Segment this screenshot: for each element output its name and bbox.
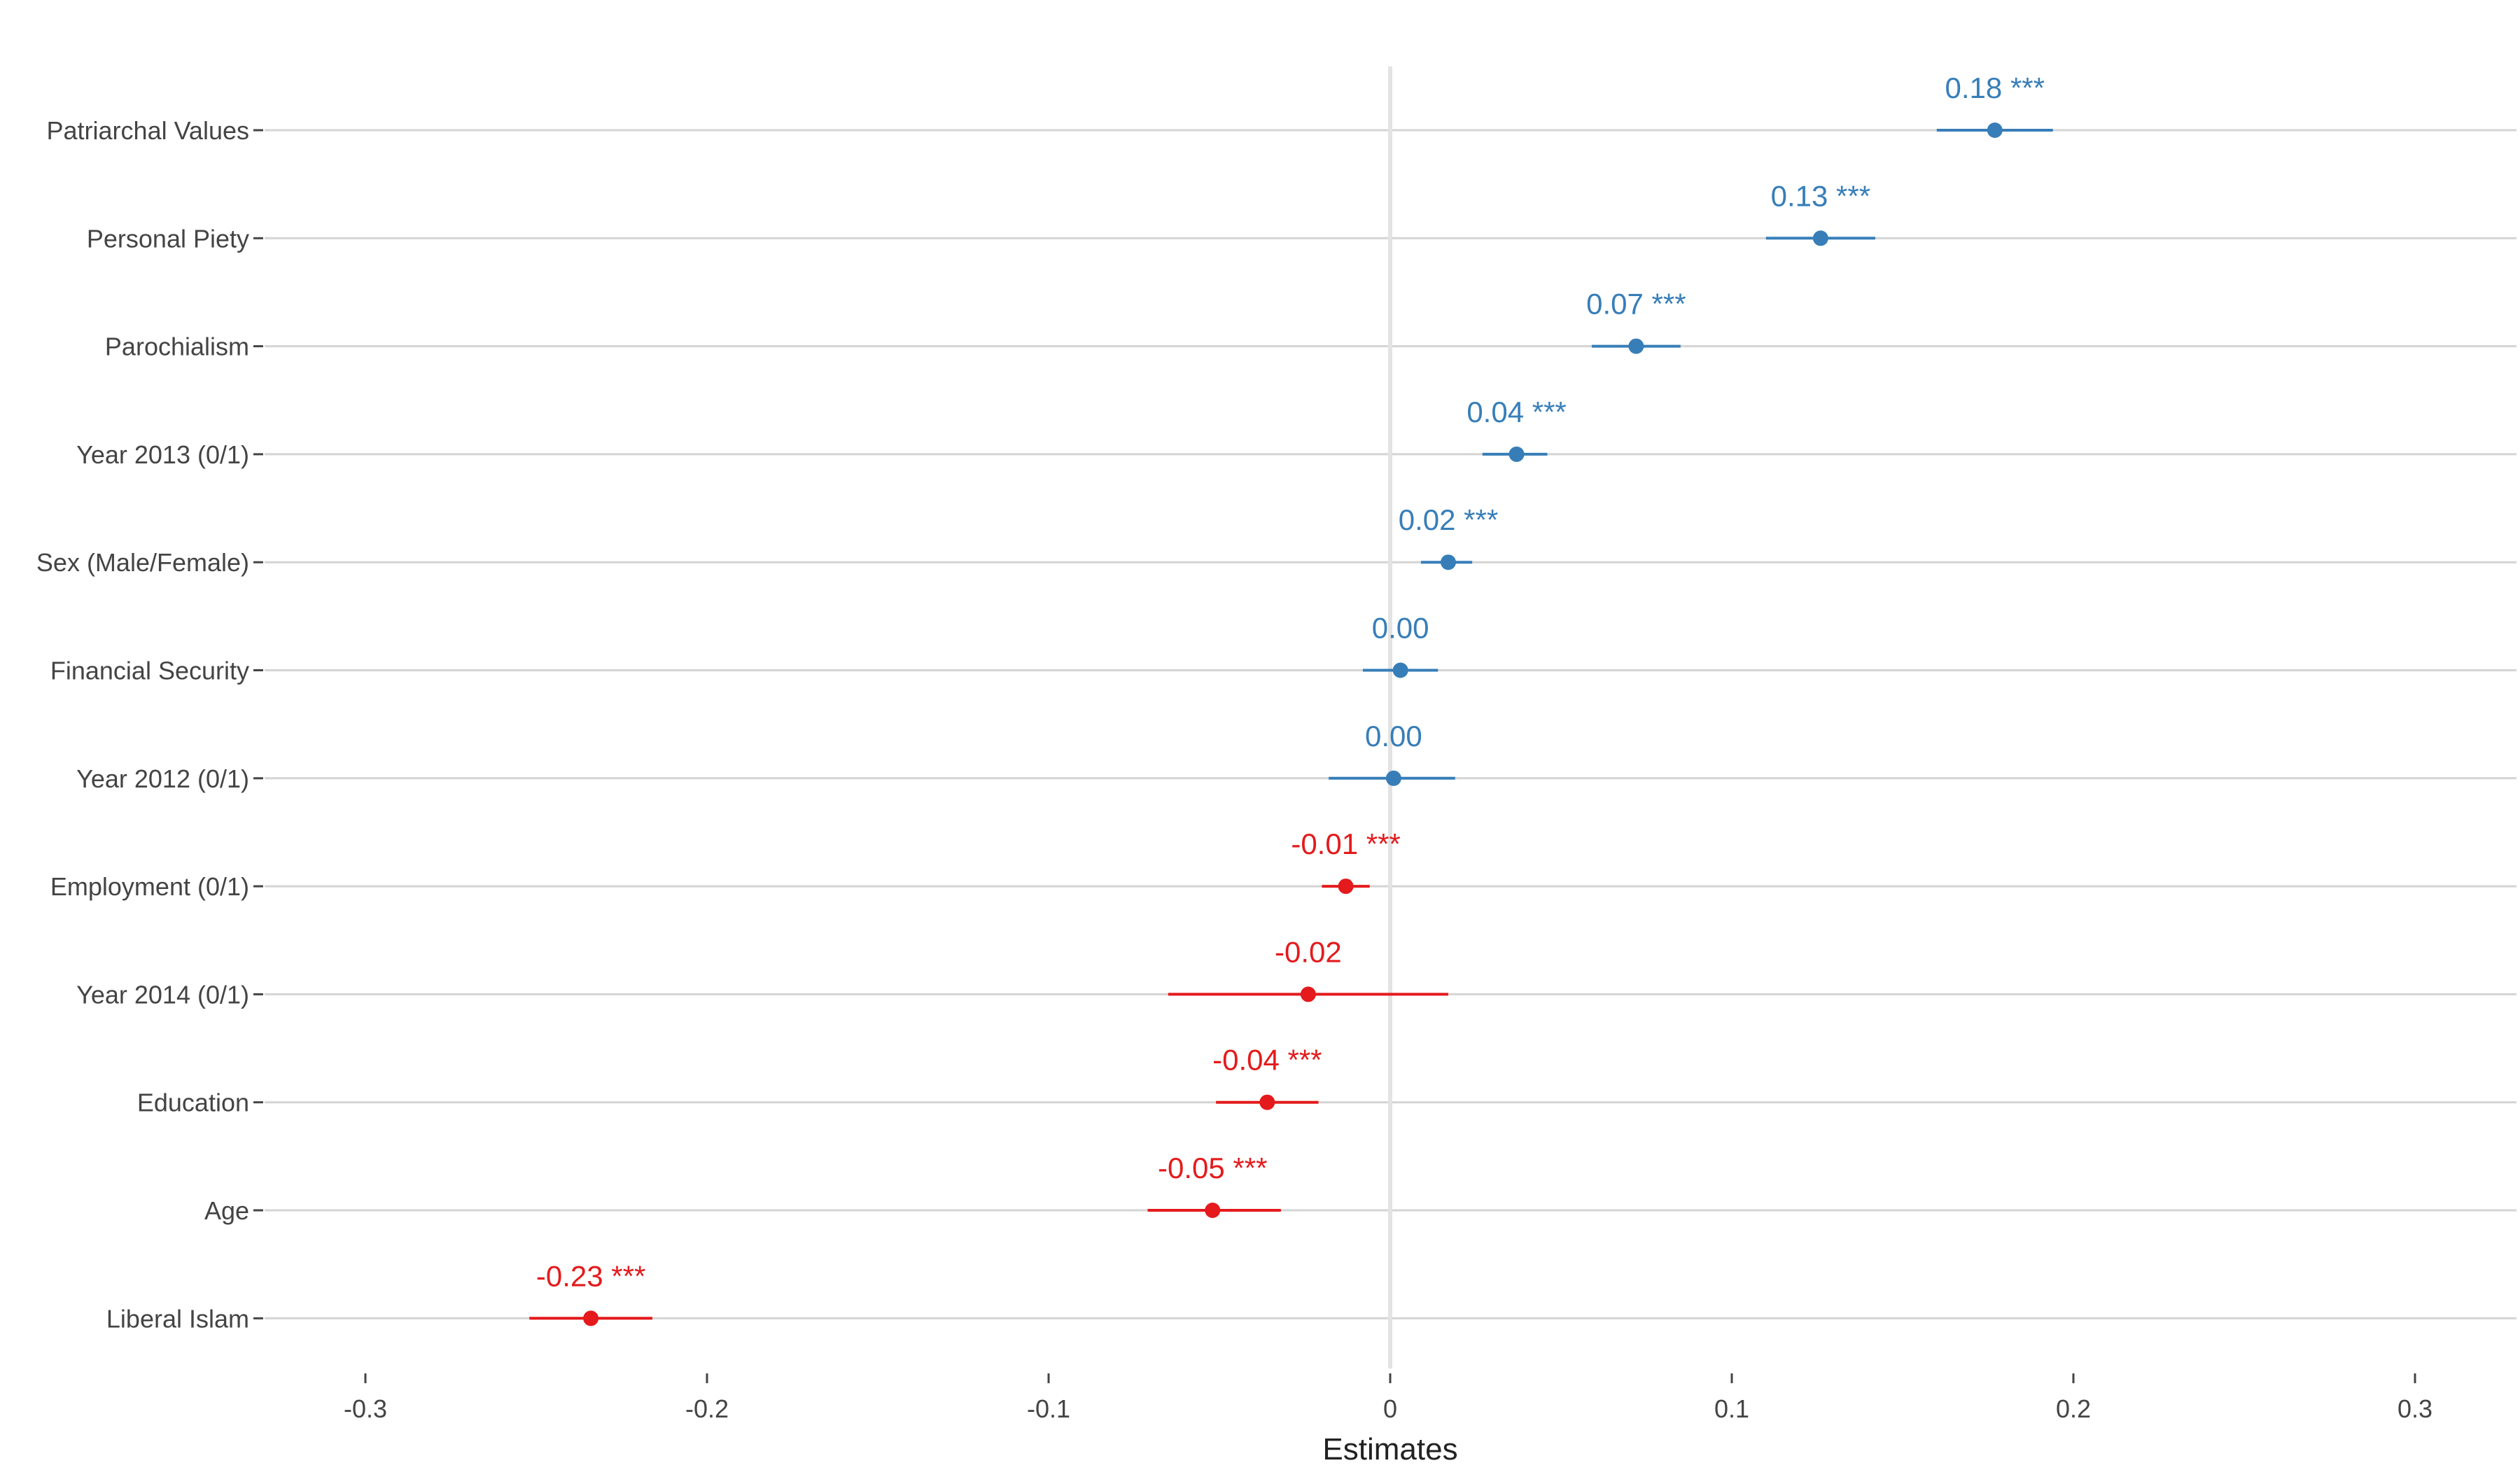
estimate-data-label: 0.02 *** bbox=[1399, 503, 1498, 536]
row-label: Employment (0/1) bbox=[50, 872, 249, 901]
row-label: Year 2014 (0/1) bbox=[76, 980, 249, 1009]
estimate-rows: Patriarchal Values 0.18 *** Personal Piety… bbox=[36, 71, 2053, 1333]
estimate-data-label: 0.13 *** bbox=[1771, 179, 1870, 212]
x-tick-label: 0.2 bbox=[2056, 1394, 2091, 1423]
estimate-data-label: 0.18 *** bbox=[1945, 71, 2045, 104]
estimate-data-label: -0.23 *** bbox=[536, 1259, 645, 1292]
x-axis-ticks: -0.3 -0.2 -0.1 0 0.1 0.2 0.3 bbox=[344, 1373, 2432, 1423]
estimate-point bbox=[1628, 338, 1644, 354]
x-axis-label: Estimates bbox=[1322, 1432, 1457, 1466]
estimate-data-label: -0.02 bbox=[1275, 935, 1342, 968]
row-label: Year 2012 (0/1) bbox=[76, 764, 249, 793]
estimate-data-label: 0.04 *** bbox=[1466, 396, 1566, 428]
x-tick-label: -0.1 bbox=[1027, 1394, 1070, 1423]
row-label: Sex (Male/Female) bbox=[36, 548, 249, 577]
estimate-point bbox=[1987, 122, 2003, 138]
estimate-data-label: -0.01 *** bbox=[1291, 827, 1400, 860]
row-label: Parochialism bbox=[105, 332, 249, 361]
estimate-point bbox=[583, 1310, 599, 1326]
estimate-data-label: 0.00 bbox=[1372, 612, 1429, 645]
estimate-point bbox=[1300, 986, 1316, 1002]
estimate-point bbox=[1392, 662, 1408, 678]
x-tick-label: -0.3 bbox=[344, 1394, 387, 1423]
estimate-data-label: -0.04 *** bbox=[1212, 1044, 1322, 1077]
row-label: Financial Security bbox=[50, 657, 249, 685]
estimate-point bbox=[1812, 230, 1828, 246]
row-label: Education bbox=[137, 1088, 249, 1117]
x-tick-label: -0.2 bbox=[685, 1394, 729, 1423]
estimate-point bbox=[1508, 446, 1525, 462]
x-tick-label: 0.1 bbox=[1714, 1394, 1749, 1423]
estimate-point bbox=[1205, 1203, 1221, 1218]
row-label: Personal Piety bbox=[87, 224, 249, 253]
estimate-point bbox=[1385, 770, 1401, 786]
estimate-data-label: -0.05 *** bbox=[1158, 1152, 1267, 1184]
x-tick-label: 0.3 bbox=[2398, 1394, 2432, 1423]
row-label: Patriarchal Values bbox=[47, 116, 249, 145]
estimate-point bbox=[1440, 554, 1456, 570]
estimate-data-label: 0.00 bbox=[1365, 720, 1422, 752]
estimate-point bbox=[1259, 1094, 1275, 1110]
estimate-data-label: 0.07 *** bbox=[1586, 288, 1686, 321]
row-label: Age bbox=[204, 1196, 249, 1225]
estimate-point bbox=[1338, 878, 1354, 895]
row-label: Liberal Islam bbox=[106, 1304, 249, 1333]
row-label: Year 2013 (0/1) bbox=[76, 440, 249, 469]
x-tick-label: 0 bbox=[1383, 1394, 1397, 1423]
